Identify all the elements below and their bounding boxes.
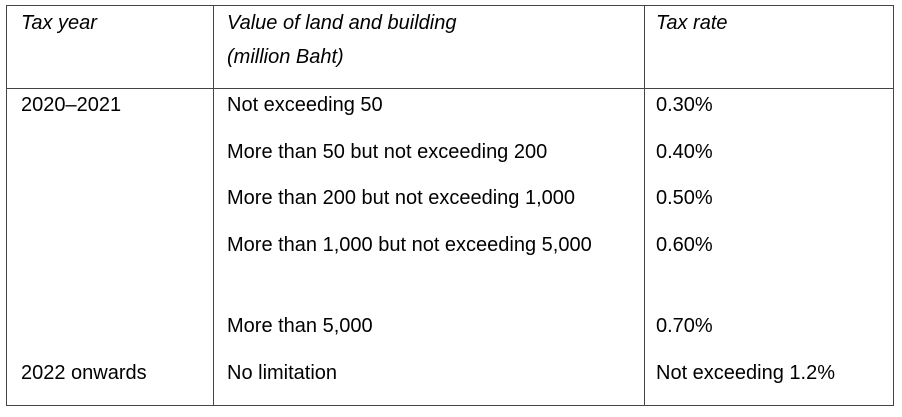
- column-divider: [644, 6, 645, 405]
- header-value-line2: (million Baht): [227, 46, 344, 68]
- column-divider: [213, 6, 214, 405]
- row-value: More than 200 but not exceeding 1,000: [227, 187, 576, 209]
- row-tax-rate: 0.40%: [656, 141, 713, 163]
- row-value: More than 1,000 but not exceeding 5,000: [227, 234, 592, 256]
- row-value: More than 50 but not exceeding 200: [227, 141, 548, 163]
- row-value: More than 5,000: [227, 315, 373, 337]
- tax-rate-table: Tax year Value of land and building (mil…: [6, 5, 894, 406]
- row-tax-year: 2022 onwards: [21, 362, 147, 384]
- header-tax-rate: Tax rate: [656, 12, 728, 34]
- header-divider: [7, 88, 893, 89]
- row-tax-rate: 0.50%: [656, 187, 713, 209]
- header-value-line1: Value of land and building: [227, 12, 457, 34]
- row-tax-year: 2020–2021: [21, 94, 122, 116]
- row-value: No limitation: [227, 362, 338, 384]
- header-tax-year: Tax year: [21, 12, 97, 34]
- row-value: Not exceeding 50: [227, 94, 383, 116]
- row-tax-rate: 0.70%: [656, 315, 713, 337]
- row-tax-rate: Not exceeding 1.2%: [656, 362, 836, 384]
- row-tax-rate: 0.30%: [656, 94, 713, 116]
- row-tax-rate: 0.60%: [656, 234, 713, 256]
